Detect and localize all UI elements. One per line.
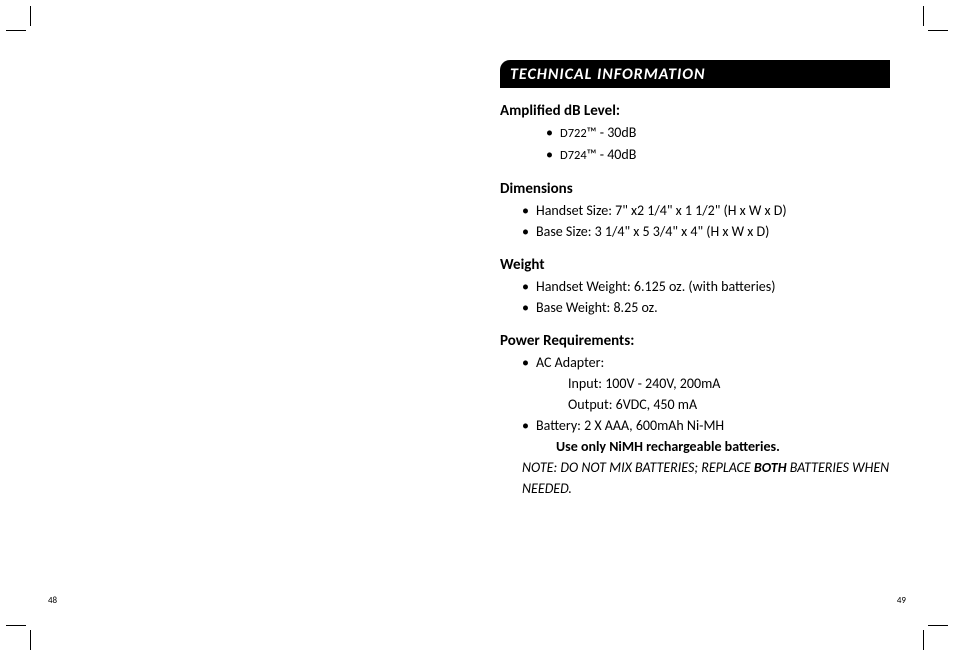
ac-output: Output: 6VDC, 450 mA	[568, 394, 900, 415]
bullet-icon: •	[522, 297, 536, 318]
content-area: TECHNICAL INFORMATION Amplified dB Level…	[500, 60, 900, 499]
power-list: • AC Adapter:	[522, 352, 900, 373]
ac-input: Input: 100V - 240V, 200mA	[568, 373, 900, 394]
list-item: • Base Weight: 8.25 oz.	[522, 297, 900, 318]
list-item: • Battery: 2 X AAA, 600mAh Ni-MH	[522, 415, 900, 436]
list-item: • D722™ - 30dB	[546, 122, 900, 144]
item-text: D722™ - 30dB	[560, 122, 900, 144]
list-item: • AC Adapter:	[522, 352, 900, 373]
item-text: AC Adapter:	[536, 352, 900, 373]
item-text: Base Size: 3 1/4" x 5 3/4" x 4" (H x W x…	[536, 221, 900, 242]
crop-mark	[928, 30, 948, 31]
bullet-icon: •	[546, 144, 560, 166]
list-item: • Base Size: 3 1/4" x 5 3/4" x 4" (H x W…	[522, 221, 900, 242]
item-text: Base Weight: 8.25 oz.	[536, 297, 900, 318]
list-item: • Handset Size: 7" x2 1/4" x 1 1/2" (H x…	[522, 200, 900, 221]
list-item: • D724™ - 40dB	[546, 144, 900, 166]
bullet-icon: •	[522, 415, 536, 436]
list-item: • Handset Weight: 6.125 oz. (with batter…	[522, 276, 900, 297]
weight-list: • Handset Weight: 6.125 oz. (with batter…	[522, 276, 900, 318]
power-list-2: • Battery: 2 X AAA, 600mAh Ni-MH	[522, 415, 900, 436]
crop-mark	[30, 630, 31, 650]
use-only-note: Use only NiMH rechargeable batteries.	[556, 436, 900, 457]
bullet-icon: •	[522, 276, 536, 297]
page-number-right: 49	[897, 595, 906, 606]
item-text: Handset Size: 7" x2 1/4" x 1 1/2" (H x W…	[536, 200, 900, 221]
crop-mark	[923, 630, 924, 650]
amplified-title: Amplified dB Level:	[500, 102, 900, 120]
item-text: D724™ - 40dB	[560, 144, 900, 166]
crop-mark	[30, 6, 31, 26]
page-number-left: 48	[48, 595, 57, 606]
dimensions-list: • Handset Size: 7" x2 1/4" x 1 1/2" (H x…	[522, 200, 900, 242]
item-text: Battery: 2 X AAA, 600mAh Ni-MH	[536, 415, 900, 436]
bullet-icon: •	[522, 221, 536, 242]
bullet-icon: •	[522, 352, 536, 373]
crop-mark	[6, 625, 26, 626]
crop-mark	[923, 6, 924, 26]
item-text: Handset Weight: 6.125 oz. (with batterie…	[536, 276, 900, 297]
crop-mark	[928, 625, 948, 626]
amplified-list: • D722™ - 30dB • D724™ - 40dB	[546, 122, 900, 166]
power-title: Power Requirements:	[500, 332, 900, 350]
crop-mark	[6, 30, 26, 31]
bullet-icon: •	[522, 200, 536, 221]
battery-note: NOTE: DO NOT MIX BATTERIES; REPLACE BOTH…	[522, 457, 900, 499]
weight-title: Weight	[500, 256, 900, 274]
bullet-icon: •	[546, 122, 560, 144]
section-header: TECHNICAL INFORMATION	[500, 60, 890, 88]
dimensions-title: Dimensions	[500, 180, 900, 198]
